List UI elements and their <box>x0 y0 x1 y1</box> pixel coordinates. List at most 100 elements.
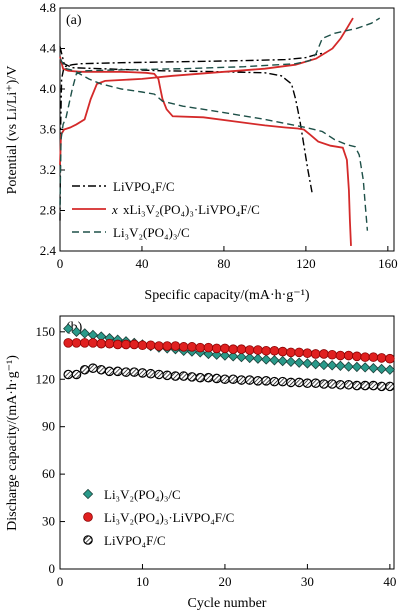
data-point-2 <box>79 364 90 375</box>
data-point-2 <box>385 381 395 392</box>
data-point-1 <box>203 342 214 353</box>
data-point-0 <box>219 350 231 361</box>
data-point-2 <box>220 374 230 385</box>
data-point-0 <box>261 354 272 365</box>
data-point-1 <box>228 344 238 355</box>
data-point-0 <box>285 356 297 368</box>
panel-b-ytick-label: 60 <box>42 466 55 481</box>
data-point-2 <box>277 376 288 387</box>
legend-a-item-0: LiVPO₄F/C <box>113 179 175 194</box>
data-point-2 <box>195 372 205 383</box>
data-point-0 <box>310 359 321 370</box>
data-point-1 <box>162 341 173 351</box>
legend-a-item-1-prefix: x <box>111 202 118 217</box>
data-point-1 <box>112 339 123 350</box>
data-point-2 <box>368 380 379 391</box>
data-point-2 <box>327 379 337 389</box>
panel-a-label: (a) <box>66 13 82 28</box>
legend-b-marker-0 <box>82 488 94 500</box>
data-point-1 <box>129 339 140 350</box>
legend-b-item-2: LiVPO₄F/C <box>104 533 166 548</box>
panel-a: (a) 0 40 80 120 160 2.4 2.8 3.2 3.6 4.0 4.4 4.8 LiV… <box>5 0 398 303</box>
data-point-1 <box>302 348 313 358</box>
data-point-0 <box>376 363 387 375</box>
data-point-1 <box>269 345 280 356</box>
data-point-2 <box>335 379 346 390</box>
data-point-2 <box>310 378 321 389</box>
panel-b-ytick-label: 30 <box>42 514 55 529</box>
data-point-2 <box>211 373 222 384</box>
data-point-1 <box>154 341 164 351</box>
panel-a-ytick-label: 2.8 <box>40 203 56 218</box>
data-point-2 <box>129 367 140 377</box>
data-point-0 <box>368 363 379 374</box>
data-point-2 <box>236 375 247 385</box>
panel-b-xtick-label: 20 <box>218 574 231 589</box>
panel-b-ytick-label: 90 <box>42 419 55 434</box>
panel-b-xtick-label: 0 <box>57 574 64 589</box>
panel-b-xtick-label: 30 <box>301 574 314 589</box>
series-line-2-charge <box>59 17 381 206</box>
data-point-0 <box>79 328 90 339</box>
data-point-0 <box>351 361 363 373</box>
data-point-1 <box>360 352 370 362</box>
data-point-0 <box>326 360 338 371</box>
panel-b-ytick-label: 0 <box>49 561 56 576</box>
panel-b-ytick-label: 150 <box>36 324 56 339</box>
data-point-1 <box>187 342 197 352</box>
data-point-1 <box>195 342 205 353</box>
data-point-1 <box>294 347 304 358</box>
data-point-1 <box>137 340 148 351</box>
data-point-2 <box>154 369 164 380</box>
data-point-1 <box>376 353 387 363</box>
panel-a-ylabel: Potential (vs Li/Li⁺)/V <box>5 66 20 195</box>
data-point-2 <box>112 366 123 377</box>
data-point-2 <box>178 371 189 381</box>
data-point-2 <box>88 363 98 373</box>
data-point-2 <box>253 376 263 386</box>
panel-b-legend: Li₃V₂(PO₄)₃/C Li₃V₂(PO₄)₃·LiVPO₄F/C LiVP… <box>82 487 234 548</box>
data-point-2 <box>145 368 156 379</box>
data-point-0 <box>335 360 346 371</box>
data-point-0 <box>302 358 313 369</box>
data-point-2 <box>104 366 115 377</box>
series-line-1-charge <box>59 17 354 165</box>
data-point-2 <box>269 376 280 387</box>
data-point-1 <box>145 340 156 351</box>
panel-b-axes: 0 10 20 30 40 0 30 60 90 120 150 <box>36 324 397 589</box>
series-line-1-discharge <box>59 56 352 246</box>
data-point-0 <box>203 348 214 360</box>
data-point-1 <box>236 344 247 355</box>
panel-a-xtick-label: 0 <box>57 256 64 271</box>
data-point-1 <box>96 338 107 349</box>
data-point-1 <box>286 347 296 358</box>
data-point-2 <box>352 380 362 391</box>
data-point-0 <box>277 355 288 367</box>
data-point-1 <box>343 350 354 361</box>
panel-a-xtick-label: 120 <box>296 256 316 271</box>
data-point-2 <box>228 374 238 385</box>
series-line-0-discharge <box>59 46 313 193</box>
data-point-2 <box>244 375 255 385</box>
legend-b-item-1: Li₃V₂(PO₄)₃·LiVPO₄F/C <box>104 510 234 525</box>
data-point-0 <box>252 353 264 364</box>
legend-a-item-1: xLi₃V₂(PO₄)₃·LiVPO₄F/C <box>123 202 260 217</box>
data-point-1 <box>178 342 189 352</box>
panel-a-ytick-label: 3.2 <box>40 162 56 177</box>
data-point-0 <box>318 359 330 371</box>
data-point-2 <box>360 380 370 391</box>
data-point-2 <box>187 372 197 382</box>
panel-a-ytick-label: 4.8 <box>40 0 56 15</box>
legend-b-item-0: Li₃V₂(PO₄)₃/C <box>104 487 181 502</box>
data-point-1 <box>368 352 379 362</box>
data-point-1 <box>352 351 362 362</box>
data-point-1 <box>104 338 115 349</box>
panel-b-ytick-label: 120 <box>36 371 56 386</box>
data-point-0 <box>359 362 371 373</box>
data-point-1 <box>244 345 255 355</box>
data-point-0 <box>228 351 239 362</box>
legend-b-marker-1 <box>83 512 93 522</box>
data-point-2 <box>71 369 82 380</box>
panel-a-series <box>59 17 381 246</box>
